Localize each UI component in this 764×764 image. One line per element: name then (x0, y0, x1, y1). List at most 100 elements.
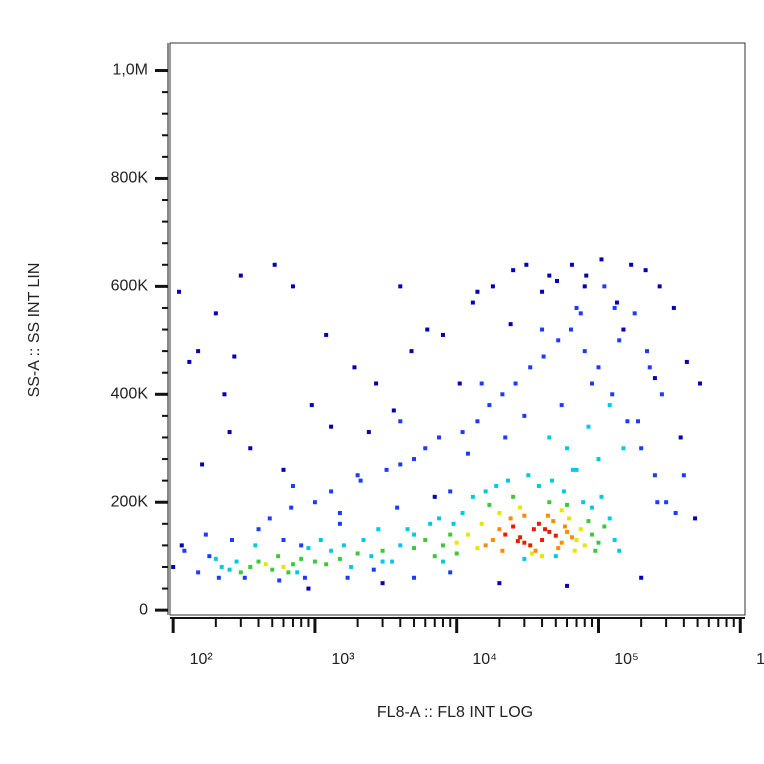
data-point (451, 521, 456, 526)
data-point (596, 365, 601, 370)
data-point (528, 365, 533, 370)
data-point (391, 408, 396, 413)
x-axis-title: FL8-A :: FL8 INT LOG (377, 704, 533, 721)
data-point (171, 564, 176, 569)
data-point (497, 581, 502, 586)
data-point (207, 554, 212, 559)
data-point (238, 273, 243, 278)
data-point (355, 473, 360, 478)
data-point (508, 516, 513, 521)
data-point (440, 332, 445, 337)
data-point (412, 457, 417, 462)
data-point (513, 381, 518, 386)
data-point (312, 559, 317, 564)
data-point (479, 521, 484, 526)
data-point (187, 359, 192, 364)
data-point (479, 381, 484, 386)
data-point (553, 554, 558, 559)
data-point (490, 537, 495, 542)
data-point (565, 502, 570, 507)
data-point (515, 539, 520, 544)
data-point (655, 500, 660, 505)
data-point (607, 403, 612, 408)
data-point (324, 332, 329, 337)
data-point (541, 354, 546, 359)
data-point (465, 451, 470, 456)
data-point (286, 570, 291, 575)
data-point (272, 262, 277, 267)
data-point (522, 556, 527, 561)
data-point (599, 257, 604, 262)
data-point (267, 516, 272, 521)
data-point (556, 338, 561, 343)
data-point (448, 570, 453, 575)
data-point (289, 505, 294, 510)
y-tick-label: 800K (111, 170, 149, 187)
data-point (309, 403, 314, 408)
data-point (329, 548, 334, 553)
data-point (432, 554, 437, 559)
data-point (505, 478, 510, 483)
data-point (423, 537, 428, 542)
data-point (596, 457, 601, 462)
data-point (358, 478, 363, 483)
data-point (460, 511, 465, 516)
data-point (562, 524, 567, 529)
y-tick-label: 200K (111, 493, 149, 510)
data-point (612, 537, 617, 542)
data-point (227, 430, 232, 435)
data-point (302, 575, 307, 580)
data-point (263, 562, 268, 567)
data-point (540, 327, 545, 332)
data-point (196, 349, 201, 354)
data-point (531, 527, 536, 532)
data-point (518, 505, 523, 510)
data-point (380, 559, 385, 564)
data-point (376, 527, 381, 532)
data-point (337, 556, 342, 561)
data-point (213, 556, 218, 561)
data-point (497, 527, 502, 532)
data-point (581, 500, 586, 505)
data-point (559, 540, 564, 545)
data-point (621, 327, 626, 332)
data-point (530, 551, 535, 556)
data-point (369, 554, 374, 559)
data-point (621, 446, 626, 451)
data-point (503, 532, 508, 537)
data-point (639, 446, 644, 451)
data-point (483, 543, 488, 548)
data-point (253, 543, 258, 548)
data-point (232, 354, 237, 359)
data-point (432, 494, 437, 499)
data-point (536, 484, 541, 489)
data-point (270, 567, 275, 572)
data-point (248, 446, 253, 451)
data-point (277, 578, 282, 583)
data-point (522, 513, 527, 518)
data-point (565, 583, 570, 588)
data-point (312, 500, 317, 505)
data-point (290, 484, 295, 489)
data-point (547, 273, 552, 278)
data-point (281, 537, 286, 542)
data-point (398, 543, 403, 548)
data-point (460, 430, 465, 435)
data-point (549, 478, 554, 483)
data-point (697, 381, 702, 386)
data-point (349, 564, 354, 569)
data-point (574, 305, 579, 310)
x-tick-label: 10⁴ (472, 651, 497, 668)
data-point (412, 546, 417, 551)
data-point (659, 392, 664, 397)
data-point (645, 349, 650, 354)
data-point (589, 532, 594, 537)
data-point (561, 489, 566, 494)
data-point (374, 381, 379, 386)
data-point (256, 527, 261, 532)
data-point (569, 535, 574, 540)
data-point (578, 311, 583, 316)
data-point (528, 543, 533, 548)
data-point (295, 570, 300, 575)
data-point (318, 537, 323, 542)
